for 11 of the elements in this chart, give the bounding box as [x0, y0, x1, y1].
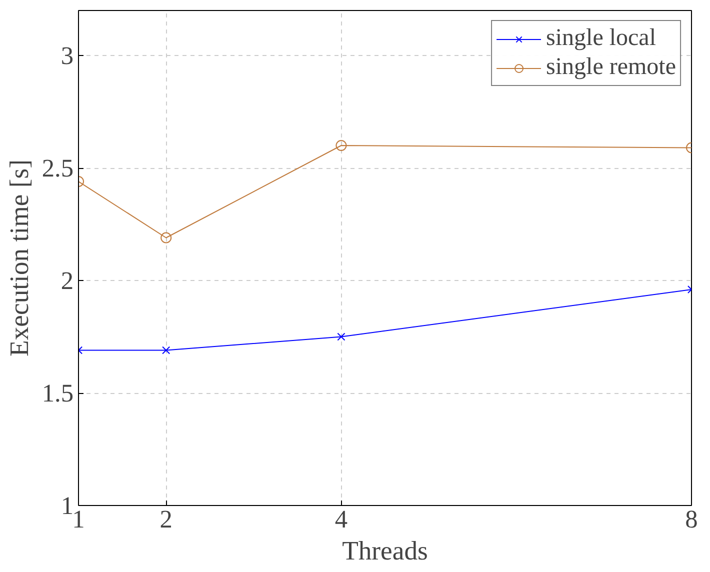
x-tick-label: 8	[685, 506, 698, 534]
x-tick-label: 2	[160, 506, 172, 534]
y-axis-title: Execution time [s]	[4, 160, 34, 356]
legend-label: single remote	[546, 54, 676, 81]
y-tick-label: 2.5	[42, 154, 74, 182]
y-tick-label: 1.5	[42, 380, 74, 408]
y-tick-label: 3	[60, 42, 74, 70]
y-tick-label: 2	[60, 267, 74, 295]
x-tick-label: 4	[334, 506, 348, 534]
legend-label: single local	[546, 25, 656, 52]
x-axis-title: Threads	[342, 536, 428, 566]
